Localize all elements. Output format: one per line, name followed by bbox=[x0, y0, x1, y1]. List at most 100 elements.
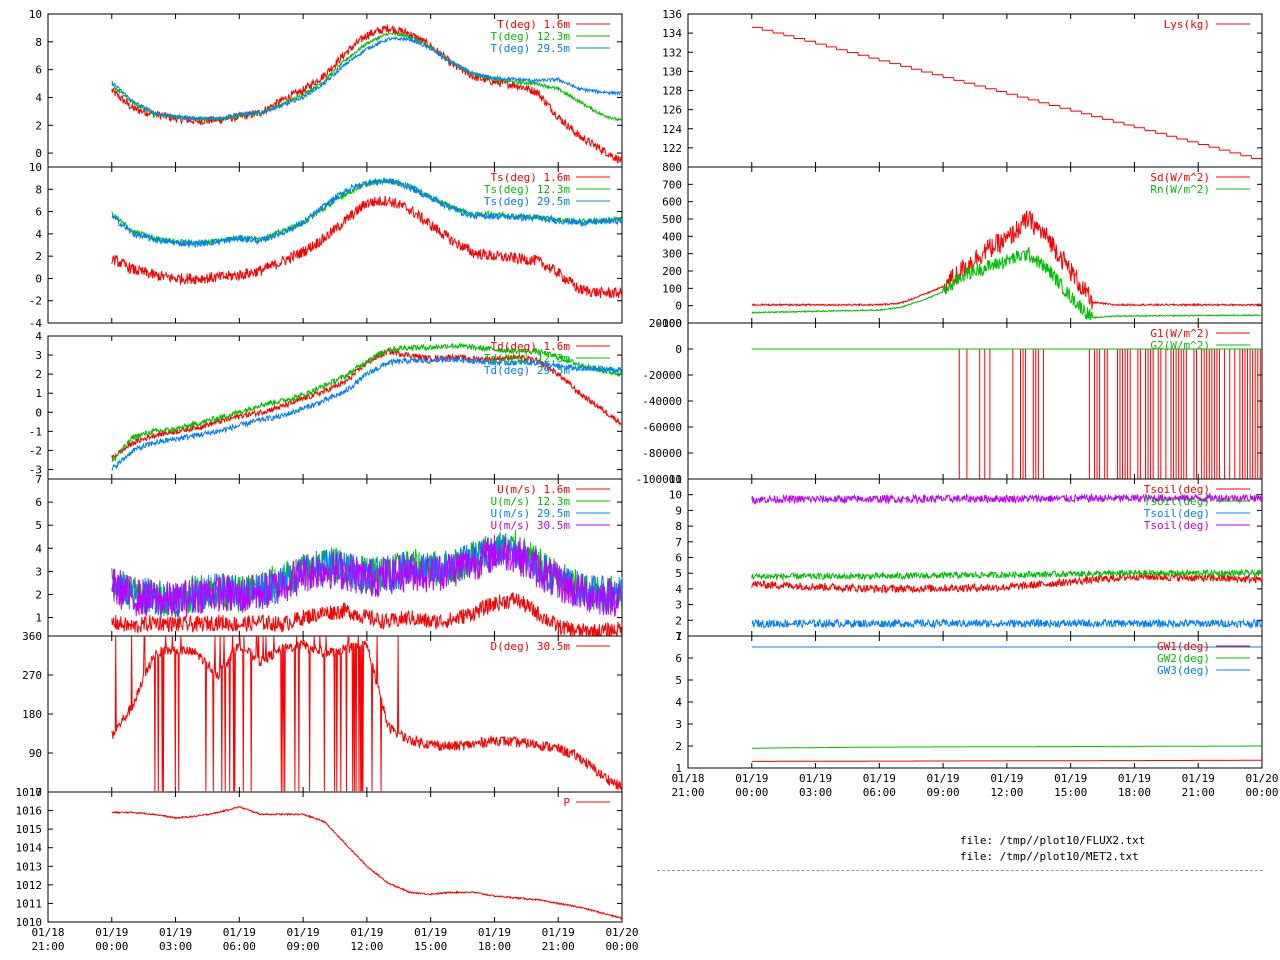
y-tick-label: 4 bbox=[35, 228, 42, 241]
y-tick-label: 1015 bbox=[16, 823, 43, 836]
y-tick-label: 2 bbox=[675, 614, 682, 627]
y-tick-label: 5 bbox=[675, 674, 682, 687]
legend-label: Lys(kg) bbox=[1164, 18, 1210, 31]
y-tick-label: 0 bbox=[675, 343, 682, 356]
x-tick-time: 00:00 bbox=[95, 940, 128, 953]
panel-d: 0 90 180 270 360 D(deg) 30.5m bbox=[22, 630, 623, 799]
series-line bbox=[111, 592, 622, 636]
legend-label: Td(deg) 12.3m bbox=[484, 352, 570, 365]
x-tick-time: 21:00 bbox=[1182, 786, 1215, 799]
y-tick-label: -2 bbox=[29, 295, 42, 308]
y-tick-label: 2 bbox=[35, 588, 42, 601]
y-tick-label: 4 bbox=[675, 583, 682, 596]
series-group bbox=[111, 177, 622, 299]
y-tick-label: 1014 bbox=[16, 842, 43, 855]
series-group bbox=[111, 636, 622, 792]
legend-label: Tsoil(deg) bbox=[1144, 519, 1210, 532]
legend-label: Tsoil(deg) bbox=[1144, 507, 1210, 520]
x-tick-time: 06:00 bbox=[223, 940, 256, 953]
legend-label: Rn(W/m^2) bbox=[1150, 183, 1210, 196]
x-tick-date: 01/18 bbox=[671, 772, 704, 785]
legend-label: U(m/s) 12.3m bbox=[491, 495, 571, 508]
series-line bbox=[111, 534, 622, 621]
y-tick-label: 1 bbox=[35, 387, 42, 400]
y-tick-label: 90 bbox=[29, 747, 42, 760]
legend-label: Sd(W/m^2) bbox=[1150, 171, 1210, 184]
legend-label: T(deg) 1.6m bbox=[497, 18, 570, 31]
y-tick-label: 2 bbox=[35, 119, 42, 132]
legend-label: GW1(deg) bbox=[1157, 640, 1210, 653]
y-tick-label: 8 bbox=[35, 183, 42, 196]
legend-label: Td(deg) 29.5m bbox=[484, 364, 570, 377]
y-tick-label: 10 bbox=[29, 161, 42, 174]
footer-divider bbox=[657, 870, 1263, 871]
y-tick-label: 7 bbox=[675, 536, 682, 549]
x-tick-date: 01/19 bbox=[95, 926, 128, 939]
y-tick-label: 8 bbox=[675, 520, 682, 533]
x-tick-time: 18:00 bbox=[1118, 786, 1151, 799]
y-tick-label: 2 bbox=[675, 740, 682, 753]
x-tick-date: 01/19 bbox=[350, 926, 383, 939]
y-tick-label: 180 bbox=[22, 708, 42, 721]
legend-label: P bbox=[563, 796, 570, 809]
y-tick-label: 4 bbox=[35, 330, 42, 343]
y-tick-label: 0 bbox=[675, 300, 682, 313]
legend-label: Ts(deg) 1.6m bbox=[491, 171, 571, 184]
y-tick-label: 0 bbox=[35, 786, 42, 799]
x-tick-date: 01/19 bbox=[223, 926, 256, 939]
y-tick-label: 3 bbox=[35, 565, 42, 578]
series-line bbox=[111, 354, 622, 472]
y-tick-label: 6 bbox=[675, 552, 682, 565]
y-tick-label: 1011 bbox=[16, 897, 43, 910]
panel-rad: -100 0 100 200 300 400 500 600 700 800 Sd(W/m^2)Rn… bbox=[656, 161, 1263, 330]
x-tick-date: 01/19 bbox=[287, 926, 320, 939]
y-tick-label: 122 bbox=[662, 142, 682, 155]
y-tick-label: 134 bbox=[662, 27, 682, 40]
y-tick-label: 7 bbox=[675, 630, 682, 643]
legend-label: U(m/s) 30.5m bbox=[491, 519, 571, 532]
x-tick-time: 03:00 bbox=[159, 940, 192, 953]
y-tick-label: 6 bbox=[35, 64, 42, 77]
series-group bbox=[111, 342, 622, 472]
x-tick-date: 01/19 bbox=[1182, 772, 1215, 785]
x-tick-time: 03:00 bbox=[799, 786, 832, 799]
y-tick-label: 136 bbox=[662, 8, 682, 21]
panel-frame bbox=[687, 13, 1263, 168]
y-tick-label: 130 bbox=[662, 65, 682, 78]
y-tick-label: 10 bbox=[669, 489, 682, 502]
panel-frame bbox=[47, 791, 623, 923]
y-tick-label: 6 bbox=[675, 652, 682, 665]
y-tick-label: 6 bbox=[35, 496, 42, 509]
y-tick-label: 600 bbox=[662, 196, 682, 209]
y-tick-label: 1016 bbox=[16, 805, 43, 818]
y-tick-label: 4 bbox=[35, 91, 42, 104]
series-line bbox=[111, 806, 622, 920]
y-tick-label: 1017 bbox=[16, 786, 43, 799]
y-tick-label: 300 bbox=[662, 248, 682, 261]
y-tick-label: 270 bbox=[22, 669, 42, 682]
y-tick-label: 4 bbox=[35, 542, 42, 555]
legend-label: Tsoil(deg) bbox=[1144, 495, 1210, 508]
x-tick-date: 01/20 bbox=[1245, 772, 1278, 785]
y-tick-label: -100000 bbox=[636, 473, 682, 486]
legend-label: D(deg) 30.5m bbox=[491, 640, 571, 653]
x-tick-time: 00:00 bbox=[605, 940, 638, 953]
series-group bbox=[751, 348, 1262, 479]
y-tick-label: -3 bbox=[29, 463, 42, 476]
y-tick-label: 1012 bbox=[16, 879, 43, 892]
series-line bbox=[111, 35, 622, 122]
x-tick-time: 21:00 bbox=[671, 786, 704, 799]
x-tick-time: 00:00 bbox=[1245, 786, 1278, 799]
y-tick-label: -4 bbox=[29, 317, 43, 330]
y-tick-label: 3 bbox=[35, 349, 42, 362]
series-line bbox=[751, 247, 1262, 321]
y-tick-label: 360 bbox=[22, 630, 42, 643]
legend-label: T(deg) 29.5m bbox=[491, 42, 571, 55]
y-tick-label: 0 bbox=[35, 406, 42, 419]
y-tick-label: 0 bbox=[35, 147, 42, 160]
x-tick-date: 01/19 bbox=[1118, 772, 1151, 785]
y-tick-label: 4 bbox=[675, 696, 682, 709]
